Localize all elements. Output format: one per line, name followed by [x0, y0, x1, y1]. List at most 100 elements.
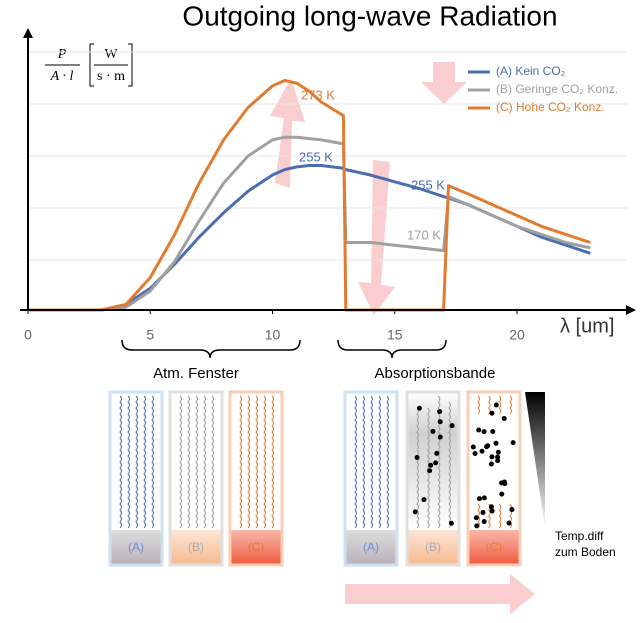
box-frame: [108, 390, 164, 567]
wave: [437, 395, 441, 529]
ground: [230, 530, 282, 565]
wave: [509, 395, 512, 415]
molecule: [495, 449, 501, 455]
temp-triangle: [525, 392, 545, 528]
y-unit-den: s · m: [97, 69, 125, 84]
x-arrow: [626, 305, 636, 315]
gray-fill: [407, 392, 459, 530]
band-label: Absorptionsbande: [375, 365, 496, 382]
x-tick-label: 10: [265, 327, 281, 343]
wave: [187, 395, 190, 529]
wave: [247, 395, 250, 529]
molecule: [493, 440, 499, 446]
wave: [195, 395, 198, 529]
legend-label: (B) Geringe CO₂ Konz.: [496, 82, 618, 96]
molecule: [489, 410, 495, 416]
window-label: Atm. Fenster: [153, 365, 239, 382]
annotation: 170 K: [407, 227, 441, 242]
molecule: [501, 415, 507, 421]
series-line: [28, 164, 591, 312]
box-frame: [168, 390, 224, 567]
legend-label: (C) Hohe CO₂ Konz.: [496, 100, 605, 114]
molecule: [499, 491, 505, 497]
wave: [135, 395, 138, 529]
x-tick-label: 20: [509, 327, 525, 343]
y-arrow: [23, 28, 33, 38]
ground: [468, 530, 520, 565]
wave: [211, 395, 214, 529]
braces: [121, 339, 447, 359]
box-frame: [466, 390, 522, 567]
series-line: [28, 135, 591, 312]
annotation: 255 K: [299, 149, 333, 164]
wave: [127, 395, 130, 529]
molecule: [414, 455, 420, 461]
molecule: [473, 515, 479, 521]
molecule: [472, 451, 478, 457]
x-tick-label: 15: [387, 327, 403, 343]
annotation: 255 K: [411, 177, 445, 192]
wave: [239, 395, 242, 529]
ground: [170, 530, 222, 565]
wave: [416, 407, 419, 529]
molecule: [476, 427, 482, 433]
wave: [143, 395, 146, 529]
molecule: [510, 440, 516, 446]
molecule: [481, 495, 487, 501]
molecule: [476, 496, 482, 502]
molecule: [416, 405, 422, 411]
wave: [119, 395, 122, 529]
molecule: [433, 460, 439, 466]
chart-title: Outgoing long-wave Radiation: [182, 0, 557, 31]
molecule: [489, 508, 495, 514]
molecule: [495, 458, 501, 464]
molecule: [506, 520, 512, 526]
molecule: [493, 402, 499, 408]
annotation: 273 K: [301, 87, 335, 102]
wave: [203, 395, 206, 529]
molecule: [449, 423, 455, 429]
wave: [498, 395, 502, 415]
molecule: [430, 428, 436, 434]
box-frame: [228, 390, 284, 567]
molecule: [488, 504, 494, 510]
molecule: [474, 523, 480, 529]
box-label: (B): [425, 540, 441, 554]
wave: [255, 395, 258, 529]
box-label: (A): [128, 540, 144, 554]
wave: [271, 395, 274, 529]
y-axis-label: P A · l W s · m: [45, 43, 133, 87]
wave: [426, 407, 430, 529]
molecule: [489, 454, 495, 460]
molecule: [427, 468, 433, 474]
box-label: (C): [486, 540, 503, 554]
x-axis-label: λ [um]: [560, 315, 614, 337]
molecule: [448, 520, 454, 526]
box-label: (C): [248, 540, 265, 554]
molecule: [437, 419, 443, 425]
molecule: [480, 510, 486, 516]
molecule: [481, 519, 487, 525]
x-tick-label: 0: [24, 327, 32, 343]
wave: [362, 395, 365, 529]
ground: [110, 530, 162, 565]
wave: [370, 395, 373, 529]
decor: [270, 62, 535, 614]
wave: [487, 395, 491, 415]
molecule: [434, 450, 440, 456]
molecule: [495, 454, 501, 460]
box-frame: [405, 390, 461, 567]
y-label-num: P: [57, 47, 67, 62]
ground: [345, 530, 397, 565]
y-unit-num: W: [104, 47, 118, 62]
molecule: [412, 509, 418, 515]
molecule: [490, 429, 496, 435]
molecule: [481, 429, 487, 435]
molecule: [484, 444, 490, 450]
wave: [386, 395, 389, 529]
molecule: [470, 444, 476, 450]
box-label: (B): [188, 540, 204, 554]
wave: [477, 395, 480, 415]
x-tick-label: 5: [146, 327, 154, 343]
